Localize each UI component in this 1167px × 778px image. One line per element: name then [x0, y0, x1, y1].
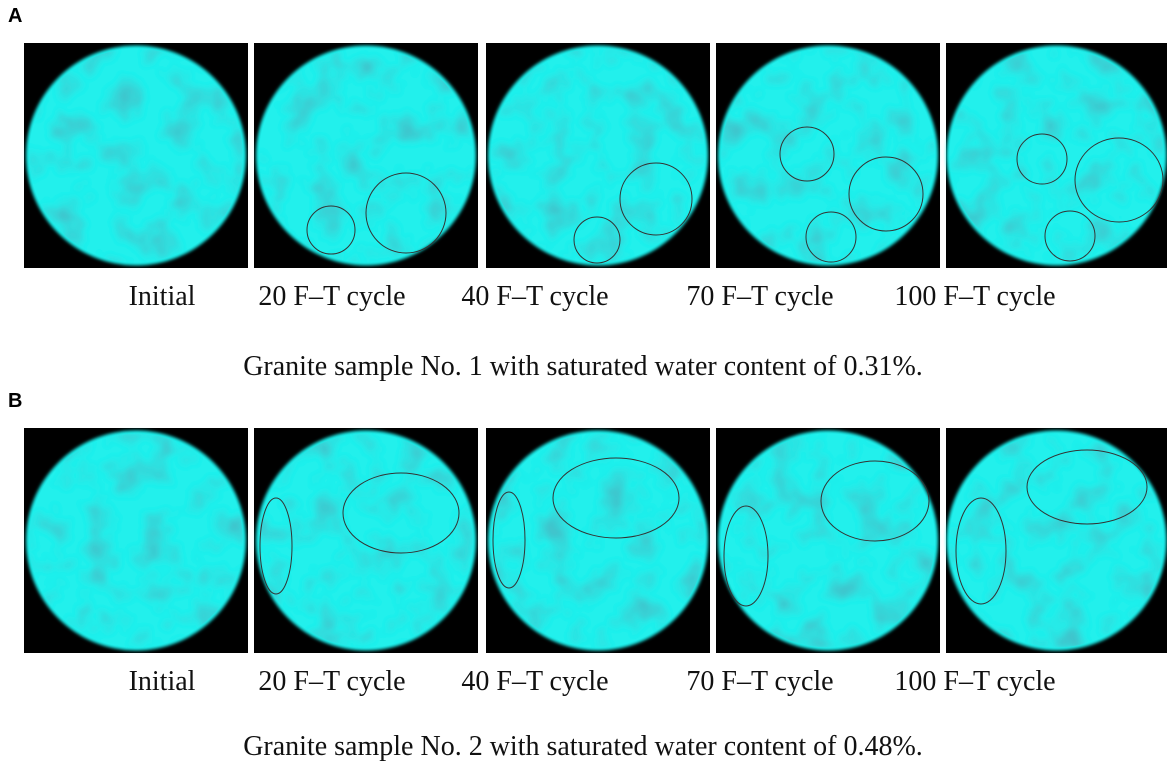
- ct-image: [716, 43, 940, 268]
- ct-image: [24, 43, 248, 268]
- ct-image: [254, 428, 478, 653]
- image-caption: 70 F–T cycle: [686, 281, 833, 312]
- image-caption: Initial: [129, 281, 196, 312]
- sample-texture: [491, 434, 705, 648]
- ct-image: [24, 428, 248, 653]
- sample-texture: [950, 434, 1164, 648]
- sample-texture: [259, 434, 473, 648]
- image-caption: 20 F–T cycle: [258, 666, 405, 697]
- ct-image: [486, 428, 710, 653]
- figure: A Initial 20 F–T cycle 40 F–T cycle 70 F–T c…: [0, 0, 1167, 778]
- sample-texture: [721, 49, 935, 263]
- image-caption: 40 F–T cycle: [461, 281, 608, 312]
- panel-caption: Granite sample No. 2 with saturated wate…: [243, 731, 923, 762]
- sample-texture: [950, 49, 1164, 263]
- image-caption: Initial: [129, 666, 196, 697]
- image-caption: 40 F–T cycle: [461, 666, 608, 697]
- ct-image: [946, 43, 1167, 268]
- panel-label: A: [8, 5, 22, 27]
- ct-image: [716, 428, 940, 653]
- ct-image: [946, 428, 1167, 653]
- sample-texture: [721, 434, 935, 648]
- page: A Initial 20 F–T cycle 40 F–T cycle 70 F–T c…: [0, 0, 1167, 778]
- image-caption: 100 F–T cycle: [894, 666, 1055, 697]
- sample-texture: [29, 434, 243, 648]
- image-caption: 100 F–T cycle: [894, 281, 1055, 312]
- image-caption: 20 F–T cycle: [258, 281, 405, 312]
- ct-image: [486, 43, 710, 268]
- sample-texture: [29, 49, 243, 263]
- sample-texture: [259, 49, 473, 263]
- image-caption: 70 F–T cycle: [686, 666, 833, 697]
- panel-label: B: [8, 390, 22, 412]
- panel-caption: Granite sample No. 1 with saturated wate…: [243, 351, 923, 382]
- ct-image: [254, 43, 478, 268]
